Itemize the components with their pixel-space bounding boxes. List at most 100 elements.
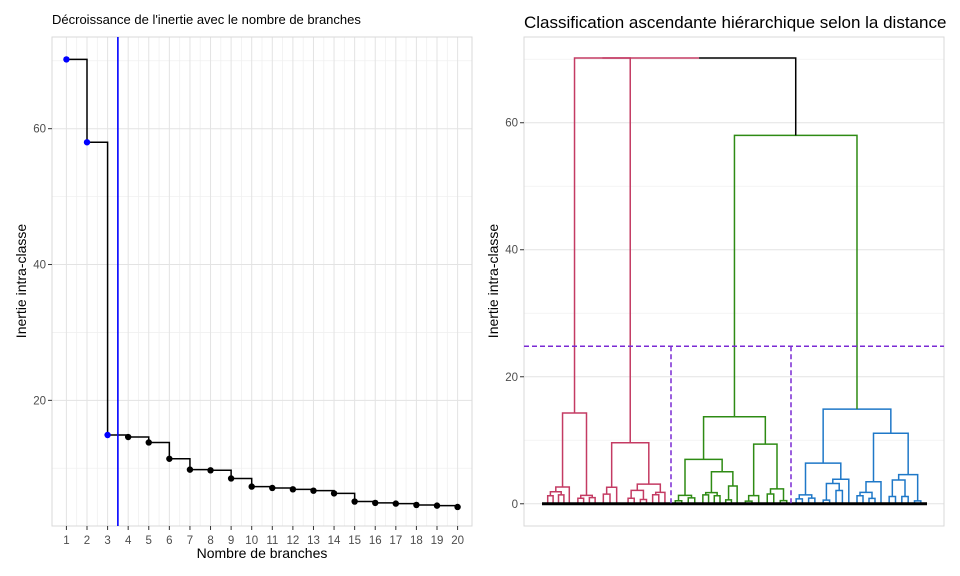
data-point <box>124 433 132 441</box>
leaf-branch <box>605 486 618 504</box>
x-tick-label: 15 <box>348 535 361 547</box>
cluster-root <box>733 134 858 417</box>
cluster-branch <box>610 442 650 488</box>
x-tick-label: 6 <box>166 535 172 547</box>
x-tick-label: 11 <box>266 535 278 547</box>
leaf-branch <box>859 491 873 499</box>
elbow-plot-series <box>63 37 461 526</box>
x-tick-label: 2 <box>84 535 90 547</box>
x-tick-label: 12 <box>286 535 299 547</box>
elbow-plot-grid <box>52 37 472 526</box>
dendrogram-plot: Classification ascendante hiérarchique s… <box>485 13 946 527</box>
root-right <box>699 57 797 136</box>
leaf-branch <box>807 497 816 504</box>
dendrogram-title: Classification ascendante hiérarchique s… <box>524 13 946 32</box>
y-tick-label: 0 <box>512 499 518 511</box>
y-tick-label: 40 <box>33 260 46 272</box>
x-tick-label: 10 <box>245 535 258 547</box>
data-point <box>454 503 461 511</box>
leaf-branch <box>868 497 876 504</box>
cluster-branch <box>752 443 778 496</box>
leaf-branch <box>901 495 909 504</box>
leaf-branch <box>580 494 593 499</box>
leaf-branch <box>891 479 906 497</box>
leaf-branch <box>835 489 844 504</box>
leaf-branch <box>677 494 693 501</box>
leaf-branch <box>588 496 596 504</box>
leaf-branch <box>795 498 804 504</box>
y-tick-label: 60 <box>33 124 46 136</box>
leaf-branch <box>627 497 635 504</box>
data-point <box>186 466 194 473</box>
leaf-branch <box>636 483 662 493</box>
leaf-branch <box>602 493 611 504</box>
cluster-branch <box>561 412 588 496</box>
leaf-branch <box>546 495 554 504</box>
data-point <box>269 484 276 492</box>
data-point <box>227 475 235 482</box>
elbow-plot-panel <box>51 36 473 527</box>
leaf-branch <box>549 490 562 496</box>
leaf-branch <box>687 497 696 504</box>
data-point <box>63 56 70 63</box>
data-point <box>392 500 400 507</box>
leaf-branch <box>557 494 565 504</box>
data-point <box>310 487 317 494</box>
data-point <box>166 455 173 462</box>
leaf-branch <box>856 495 864 504</box>
cluster-root <box>573 57 631 443</box>
leaf-branch <box>702 494 710 504</box>
elbow-plot-y-title: Inertie intra-classe <box>13 224 29 339</box>
x-tick-label: 4 <box>125 535 132 547</box>
leaf-branch <box>713 495 721 504</box>
dendrogram-tree <box>524 57 944 506</box>
dendrogram-panel <box>523 36 945 527</box>
data-point <box>207 467 214 474</box>
leaf-branch <box>825 482 840 501</box>
leaf-branch <box>865 481 882 504</box>
elbow-plot-title: Décroissance de l'inertie avec le nombre… <box>52 12 361 27</box>
x-tick-label: 1 <box>63 535 69 547</box>
data-point <box>248 483 255 490</box>
leaf-branch <box>727 485 738 504</box>
cluster-branch <box>872 432 909 482</box>
data-point <box>83 139 91 146</box>
y-tick-label: 20 <box>33 395 46 407</box>
cluster-branch <box>702 416 767 460</box>
x-tick-label: 18 <box>410 535 423 547</box>
data-point <box>104 431 111 439</box>
x-tick-label: 8 <box>207 535 213 547</box>
cluster-branch <box>822 408 892 464</box>
leaf-branch <box>651 493 660 504</box>
x-tick-label: 5 <box>146 535 152 547</box>
data-point <box>433 502 441 509</box>
x-tick-label: 3 <box>104 535 110 547</box>
data-point <box>145 439 152 446</box>
dendrogram-y-title: Inertie intra-classe <box>485 224 501 339</box>
leaf-branch <box>710 470 734 493</box>
x-tick-label: 13 <box>307 535 320 547</box>
data-point <box>413 501 420 509</box>
leaf-branch <box>577 497 585 504</box>
cluster-branch <box>684 458 723 496</box>
elbow-plot: Décroissance de l'inertie avec le nombre… <box>13 12 473 561</box>
x-tick-label: 17 <box>389 535 402 547</box>
data-point <box>289 486 297 493</box>
data-point <box>330 490 338 497</box>
x-tick-label: 20 <box>451 535 464 547</box>
y-tick-label: 40 <box>505 245 518 257</box>
leaf-branch <box>779 499 788 504</box>
x-tick-label: 19 <box>431 535 444 547</box>
cluster-branch <box>804 462 842 495</box>
x-tick-label: 9 <box>228 535 234 547</box>
x-tick-label: 14 <box>328 535 341 547</box>
y-tick-label: 60 <box>505 118 518 130</box>
elbow-plot-x-title: Nombre de branches <box>197 545 328 561</box>
leaf-branch <box>654 491 666 504</box>
x-tick-label: 7 <box>187 535 193 547</box>
leaf-branch <box>747 494 760 504</box>
y-tick-label: 20 <box>505 372 518 384</box>
dendrogram-ticks: 0 20 40 60 <box>505 118 524 511</box>
